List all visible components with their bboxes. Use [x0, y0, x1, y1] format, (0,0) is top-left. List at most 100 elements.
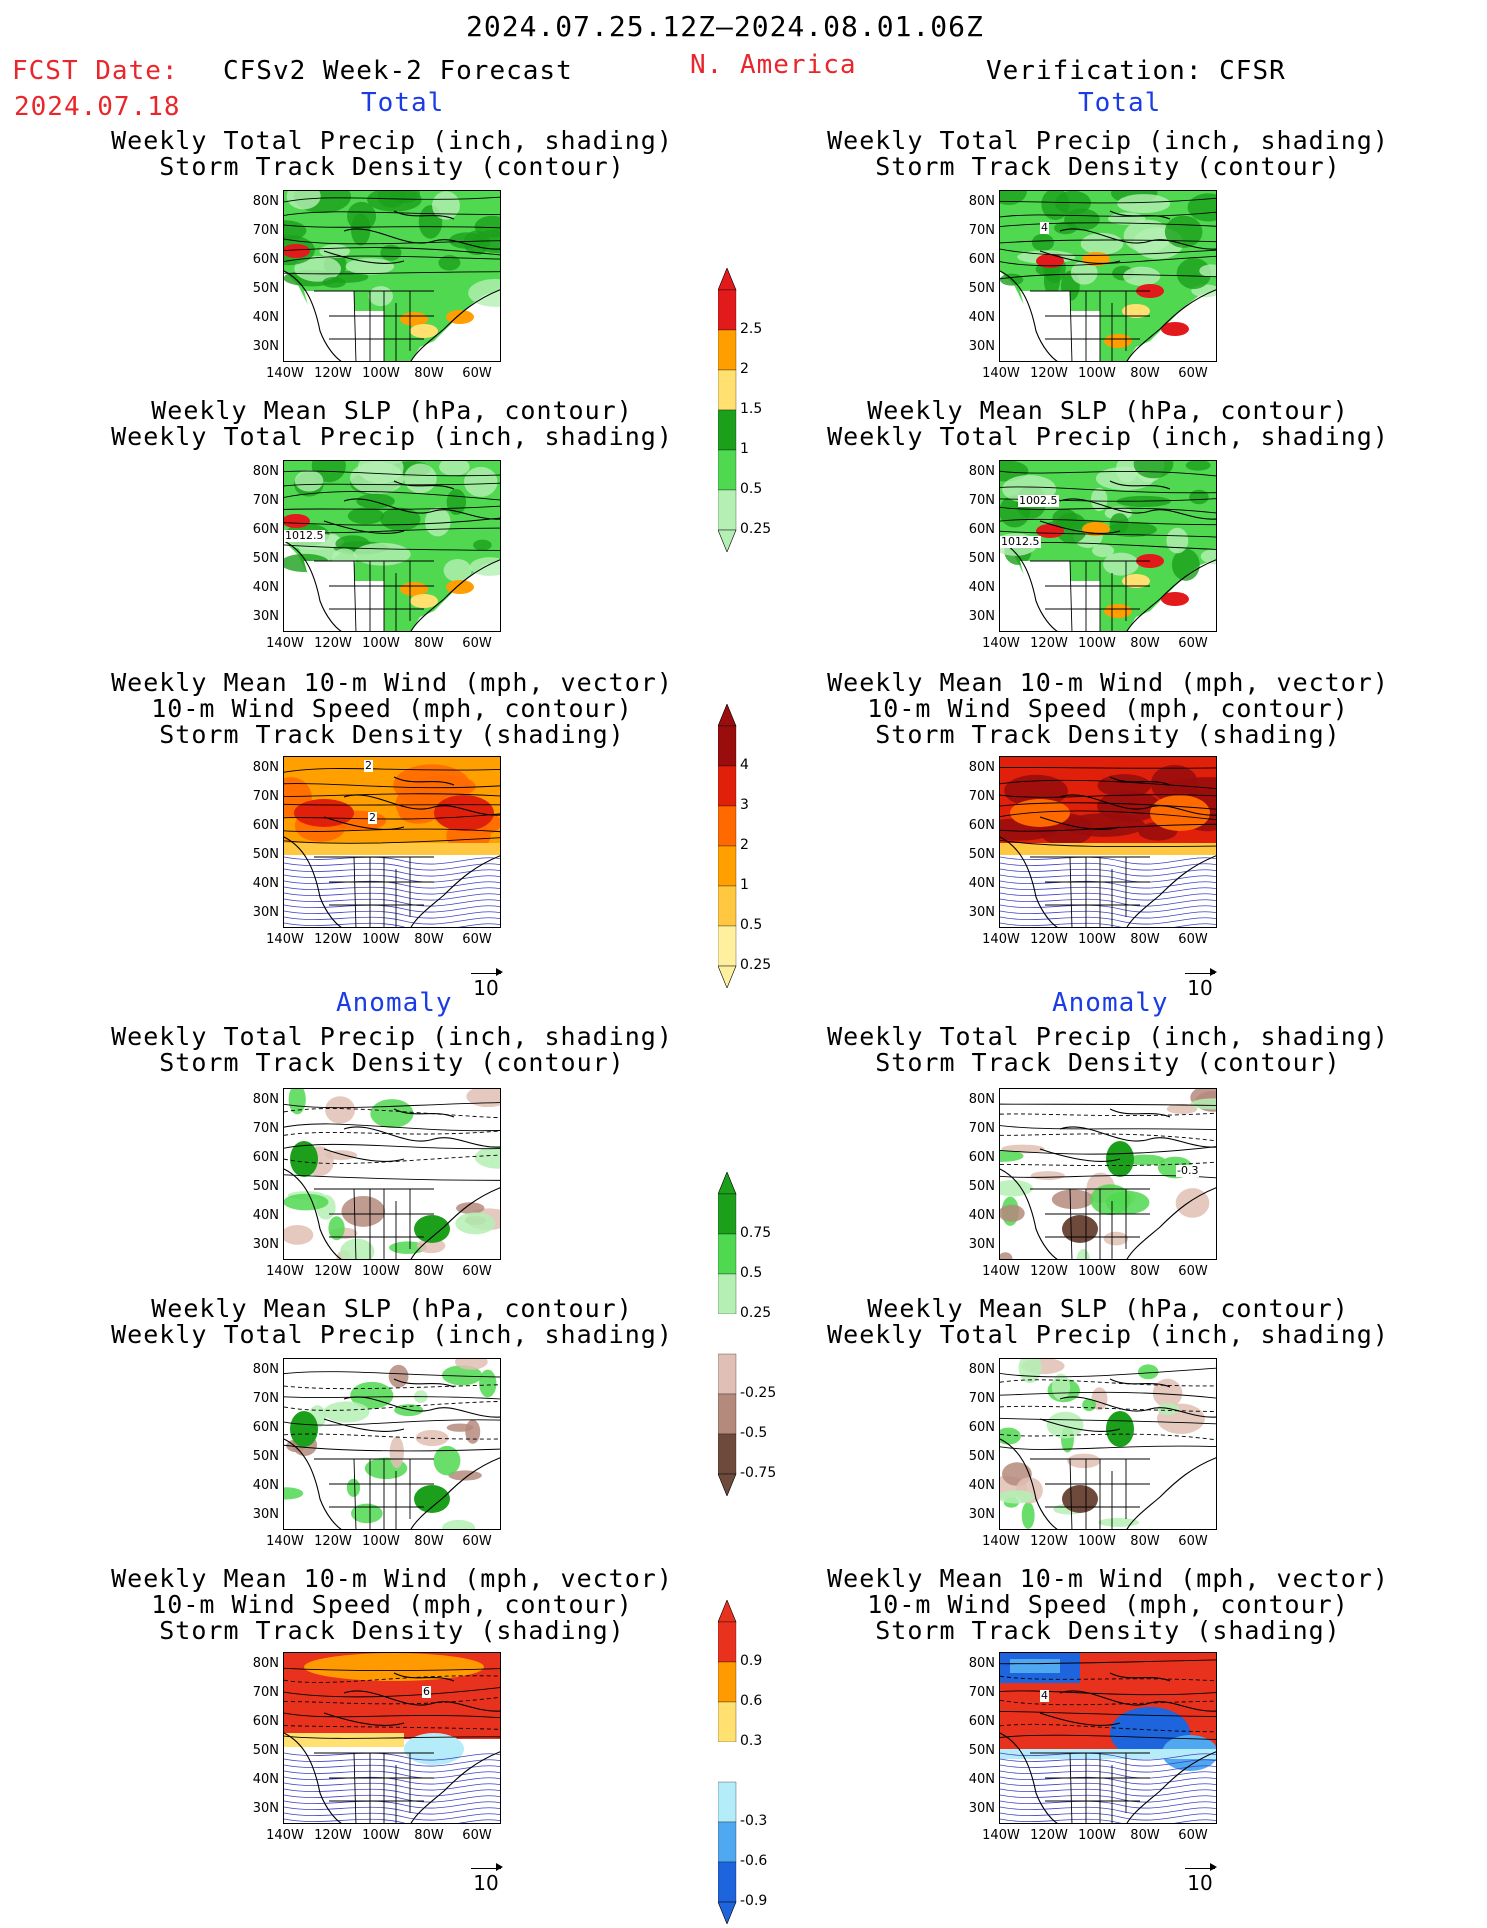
lon-tick-label: 60W: [462, 1264, 492, 1279]
panel-title: Storm Track Density (contour): [875, 152, 1341, 181]
lon-tick-label: 140W: [266, 1264, 304, 1279]
lat-tick-label: 30N: [252, 905, 279, 920]
lat-tick-label: 80N: [252, 1362, 279, 1377]
panel-title: Storm Track Density (shading): [875, 720, 1341, 749]
map-panel-verification-6: [999, 1652, 1217, 1824]
colorbar-label: 0.3: [740, 1733, 763, 1749]
contour-label: 1012.5: [284, 529, 325, 542]
panel-title: Weekly Total Precip (inch, shading): [827, 422, 1389, 451]
lon-tick-label: 100W: [362, 636, 400, 651]
colorbar-label: -0.5: [740, 1425, 768, 1441]
lon-tick-label: 100W: [1078, 1264, 1116, 1279]
colorbar-precip-anomaly: 0.75 0.5 0.25 -0.25 -0.5 -0.75: [717, 1171, 806, 1497]
map-panel-verification-4: [999, 1088, 1217, 1260]
colorbar-label: 3: [740, 797, 749, 813]
lon-tick-label: 120W: [1030, 636, 1068, 651]
lon-tick-label: 80W: [414, 366, 444, 381]
colorbar-label: -0.9: [740, 1893, 768, 1909]
lon-tick-label: 60W: [1178, 636, 1208, 651]
lon-tick-label: 140W: [982, 366, 1020, 381]
lon-tick-label: 60W: [462, 636, 492, 651]
lon-tick-label: 100W: [1078, 1534, 1116, 1549]
lat-tick-label: 50N: [252, 281, 279, 296]
panel-title: Weekly Total Precip (inch, shading): [111, 422, 673, 451]
colorbar-label: -0.25: [740, 1385, 777, 1401]
lon-tick-label: 140W: [266, 932, 304, 947]
lat-tick-label: 30N: [968, 609, 995, 624]
contour-label: 1012.5: [1000, 535, 1041, 548]
lat-tick-label: 70N: [252, 1391, 279, 1406]
lat-tick-label: 50N: [968, 551, 995, 566]
lat-tick-label: 80N: [968, 1092, 995, 1107]
colorbar-label: 0.25: [740, 1305, 772, 1321]
lon-tick-label: 80W: [414, 1534, 444, 1549]
contour-label: 1002.5: [1018, 494, 1059, 507]
lon-tick-label: 60W: [462, 1534, 492, 1549]
section-anomaly-right: Anomaly: [1052, 988, 1169, 1018]
section-total-right: Total: [1078, 88, 1162, 118]
lat-tick-label: 70N: [968, 1391, 995, 1406]
panel-title: Weekly Total Precip (inch, shading): [111, 126, 673, 155]
arrow-right-icon: [471, 1858, 503, 1871]
lon-tick-label: 120W: [1030, 1264, 1068, 1279]
lat-tick-label: 70N: [252, 223, 279, 238]
lon-tick-label: 60W: [462, 932, 492, 947]
lat-tick-label: 40N: [252, 580, 279, 595]
region-title: N. America: [690, 50, 857, 80]
lat-tick-label: 80N: [252, 464, 279, 479]
panel-title: Weekly Mean SLP (hPa, contour): [151, 1294, 633, 1323]
lat-tick-label: 30N: [252, 1237, 279, 1252]
colorbar-label: 0.6: [740, 1693, 763, 1709]
lon-tick-label: 60W: [462, 1828, 492, 1843]
lat-tick-label: 80N: [968, 194, 995, 209]
colorbar-label: 0.25: [740, 521, 772, 537]
colorbar-label: -0.75: [740, 1465, 777, 1481]
lon-tick-label: 80W: [414, 636, 444, 651]
lat-tick-label: 30N: [252, 609, 279, 624]
lon-tick-label: 100W: [1078, 366, 1116, 381]
lon-tick-label: 100W: [362, 932, 400, 947]
colorbar-precip: 2.5 2 1.5 1 0.5 0.25: [717, 267, 806, 553]
lon-tick-label: 80W: [1130, 1264, 1160, 1279]
vector-reference: 10: [466, 963, 506, 1000]
panel-title: Weekly Total Precip (inch, shading): [827, 126, 1389, 155]
map-panel-verification-5: [999, 1358, 1217, 1530]
lat-tick-label: 60N: [252, 1150, 279, 1165]
lon-tick-label: 100W: [1078, 636, 1116, 651]
lon-tick-label: 100W: [362, 1534, 400, 1549]
lat-tick-label: 50N: [252, 551, 279, 566]
panel-title: Weekly Mean 10-m Wind (mph, vector): [827, 1564, 1389, 1593]
panel-title: Storm Track Density (shading): [159, 1616, 625, 1645]
colorbar-label: -0.3: [740, 1813, 768, 1829]
lat-tick-label: 40N: [968, 1478, 995, 1493]
section-anomaly-left: Anomaly: [336, 988, 453, 1018]
colorbar-label: 1: [740, 441, 749, 457]
lat-tick-label: 30N: [968, 1507, 995, 1522]
lon-tick-label: 60W: [1178, 1264, 1208, 1279]
lon-tick-label: 120W: [314, 366, 352, 381]
lat-tick-label: 60N: [252, 522, 279, 537]
lon-tick-label: 60W: [1178, 366, 1208, 381]
panel-title: Weekly Total Precip (inch, shading): [111, 1320, 673, 1349]
colorbar-label: 0.5: [740, 481, 763, 497]
lat-tick-label: 30N: [968, 339, 995, 354]
contour-label: 4: [1040, 221, 1049, 234]
lat-tick-label: 50N: [968, 1743, 995, 1758]
arrow-right-icon: [1185, 1858, 1217, 1871]
panel-title: 10-m Wind Speed (mph, contour): [867, 694, 1349, 723]
lon-tick-label: 60W: [1178, 1828, 1208, 1843]
lat-tick-label: 80N: [252, 1092, 279, 1107]
lat-tick-label: 60N: [968, 252, 995, 267]
lat-tick-label: 30N: [968, 1237, 995, 1252]
vector-reference: 10: [466, 1858, 506, 1895]
colorbar-label: 0.9: [740, 1653, 763, 1669]
panel-title: Weekly Total Precip (inch, shading): [827, 1320, 1389, 1349]
colorbar-label: 4: [740, 757, 749, 773]
lat-tick-label: 60N: [968, 818, 995, 833]
lat-tick-label: 60N: [252, 1420, 279, 1435]
panel-title: Weekly Total Precip (inch, shading): [827, 1022, 1389, 1051]
lat-tick-label: 80N: [252, 760, 279, 775]
lat-tick-label: 40N: [252, 1478, 279, 1493]
vector-reference-label: 10: [1187, 976, 1213, 1000]
lat-tick-label: 80N: [968, 464, 995, 479]
